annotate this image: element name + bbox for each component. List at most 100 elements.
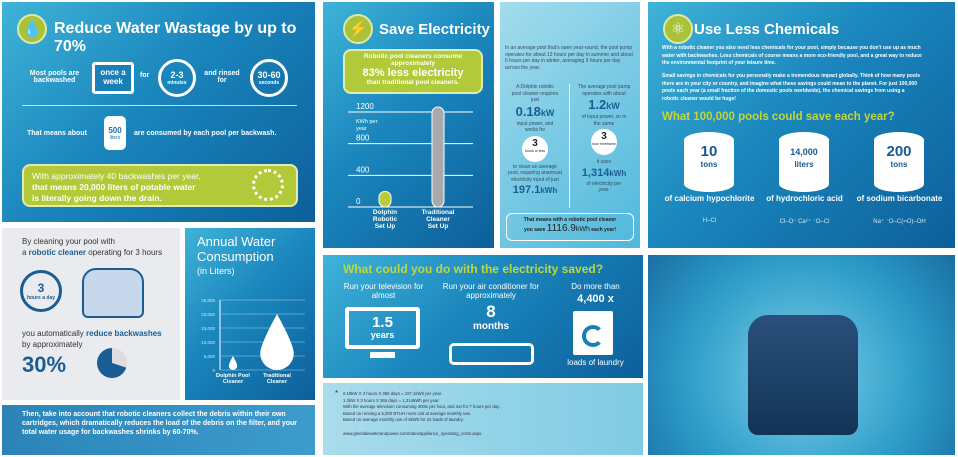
chemical-unit: tons <box>890 160 908 169</box>
footnote-line: Based on running a 5,000 BTUH room unit … <box>343 410 472 416</box>
y-axis-label: KWh per year <box>356 119 378 132</box>
clock-value: 3 <box>37 281 45 295</box>
calc-text: input power, and works for <box>516 120 554 134</box>
callout-line: than traditional pool cleaners. <box>366 79 460 86</box>
y-tick-label: 10,000 <box>201 340 215 345</box>
filter-icon <box>97 348 127 378</box>
savings-text: each year! <box>591 227 617 233</box>
pump-annual: 1,314kWh <box>572 166 636 181</box>
power-value: 1.2 <box>588 97 607 112</box>
chemicals-question: What 100,000 pools could save each year? <box>662 111 895 123</box>
calc-text: The average pool pump operates with abou… <box>577 84 631 97</box>
for-text: for <box>140 72 150 79</box>
footnote-list: 0.18kW X 3 hours X 365 days = 197.1kWh p… <box>343 391 500 424</box>
air-conditioner-icon <box>449 343 534 365</box>
footnote-line: Based on average monthly use of 6kWh for… <box>343 417 464 422</box>
robot-cleaner-icon <box>82 268 144 318</box>
footnote-star: * <box>335 389 339 398</box>
pump-power: 1.2kW <box>572 97 636 114</box>
footnote-line: With the average television consuming 30… <box>343 404 501 409</box>
y-tick-label: 800 <box>356 134 370 143</box>
divider <box>22 105 297 106</box>
calc-intro: In an average pool that's open year-roun… <box>505 45 633 71</box>
timer-icon: 30-60 seconds <box>250 59 288 97</box>
water-title: Reduce Water Wastage by up to 70% <box>54 20 297 55</box>
minutes-value: 2-3 <box>170 70 184 80</box>
footnote-line: 0.18kW X 3 hours X 365 days = 197.1kWh p… <box>343 391 443 396</box>
liters-unit: liters <box>109 135 121 141</box>
ac-value: 8 <box>486 302 496 321</box>
tv-value: 1.5 <box>372 314 393 331</box>
callout-line: With approximately 40 backwashes per yea… <box>32 171 201 181</box>
molecule-icon: ⚛ <box>663 14 693 44</box>
reduce-text: you automatically reduce backwashes by ap… <box>22 328 162 350</box>
washing-machine-icon <box>573 311 613 355</box>
backwash-callout: With approximately 40 backwashes per yea… <box>22 164 298 207</box>
lightning-icon: ⚡ <box>343 14 373 44</box>
power-unit: kW <box>606 101 620 111</box>
chemical-barrel-icon: 10 tons <box>684 132 734 192</box>
seconds-value: 30-60 <box>257 70 281 80</box>
pool-robot-photo <box>648 255 955 455</box>
water-consumption-chart: Annual Water Consumption (in Liters) 0 5,… <box>185 228 315 400</box>
dolphin-annual: 197.1kWh <box>503 183 567 198</box>
dolphin-power: 0.18kW <box>503 104 567 121</box>
footnote-line: 1.2kW X 3 hours X 365 days = 1,314kWh pe… <box>343 397 440 403</box>
consumed-text: are consumed by each pool per backwash. <box>134 130 277 137</box>
kwh-unit: kWh <box>540 186 558 195</box>
water-chart-svg: 0 5,000 10,000 15,000 20,000 25,000 Dolphin Po… <box>201 298 305 385</box>
ac-unit: months <box>472 321 510 332</box>
tv-stand <box>370 352 395 358</box>
electricity-chart-svg: 0 400 800 1200 Dolphin Robotic Set Up Traditi… <box>348 102 473 230</box>
calendar-icon: once a week <box>92 62 134 94</box>
chemical-formula: Na⁺ ⁻O–C(=O)–OH <box>873 219 926 225</box>
water-wastage-panel: 💧 Reduce Water Wastage by up to 70% Most… <box>2 2 315 222</box>
pump-column: The average pool pump operates with abou… <box>572 84 636 194</box>
savings-box: That means with a robotic pool cleaner y… <box>506 213 634 241</box>
savings-line: you save 1116.9kWh each year! <box>507 223 633 234</box>
chemical-barrel-icon: 200 tons <box>874 132 924 192</box>
y-tick-label: 1200 <box>356 102 374 111</box>
footnote-url[interactable]: www.glendalewaterandpower.com/rates/appl… <box>343 431 482 436</box>
y-tick-label: 15,000 <box>201 326 215 331</box>
callout-line: is literally going down the drain. <box>32 193 162 203</box>
callout-highlight: 83% less electricity <box>362 67 464 79</box>
chemical-unit: tons <box>700 160 718 169</box>
chart-title: Annual Water Consumption <box>197 234 276 264</box>
calc-text: of electricity per year. <box>586 180 622 194</box>
most-pools-text: Most pools are backwashed <box>29 70 80 84</box>
calc-text: it uses <box>596 159 612 165</box>
chemical-formula: H–Cl <box>702 218 717 224</box>
tv-unit: years <box>370 330 395 340</box>
y-tick-label: 0 <box>212 368 215 373</box>
seconds-unit: seconds <box>258 80 280 86</box>
chemicals-panel: ⚛ Use Less Chemicals With a robotic clea… <box>648 2 955 248</box>
chemicals-title: Use Less Chemicals <box>694 21 840 38</box>
chemical-value: 10 <box>700 143 718 160</box>
kwh-value: 1,314 <box>581 166 610 179</box>
laundry-value: 4,400 x <box>577 293 614 305</box>
reduce-part: you automatically <box>22 329 87 338</box>
reduce-percent: 30% <box>22 352 67 377</box>
chemical-unit: liters <box>794 160 814 169</box>
laundry-unit: loads of laundry <box>567 358 624 367</box>
reduce-highlight: reduce backwashes <box>86 329 162 338</box>
clock-unit: hours a day <box>26 295 56 301</box>
calc-divider <box>569 84 570 208</box>
chart-subtitle: (in Liters) <box>197 266 235 276</box>
liters-value: 500 <box>108 126 122 135</box>
water-drop-bar <box>260 314 294 370</box>
chemical-label: of calcium hypochlorite <box>664 194 755 203</box>
hours-value: 3 <box>532 137 538 149</box>
savings-text: you save <box>523 227 546 233</box>
electricity-uses-panel: What could you do with the electricity s… <box>323 255 643 378</box>
minutes-unit: minutes <box>167 80 187 86</box>
chemical-label: of sodium bicarbonate <box>856 194 943 203</box>
calc-text: of input power, so in the same <box>581 114 627 127</box>
robot-cleaner-image <box>748 315 858 435</box>
bar <box>378 190 392 208</box>
tv-icon: 1.5 years <box>345 307 420 349</box>
savings-value: 1116.9 <box>546 223 576 234</box>
calc-text: to clean an average pool, requiring anan… <box>508 163 562 183</box>
chemical-formula: Cl–O⁻ Ca²⁺ ⁻O–Cl <box>779 219 830 225</box>
